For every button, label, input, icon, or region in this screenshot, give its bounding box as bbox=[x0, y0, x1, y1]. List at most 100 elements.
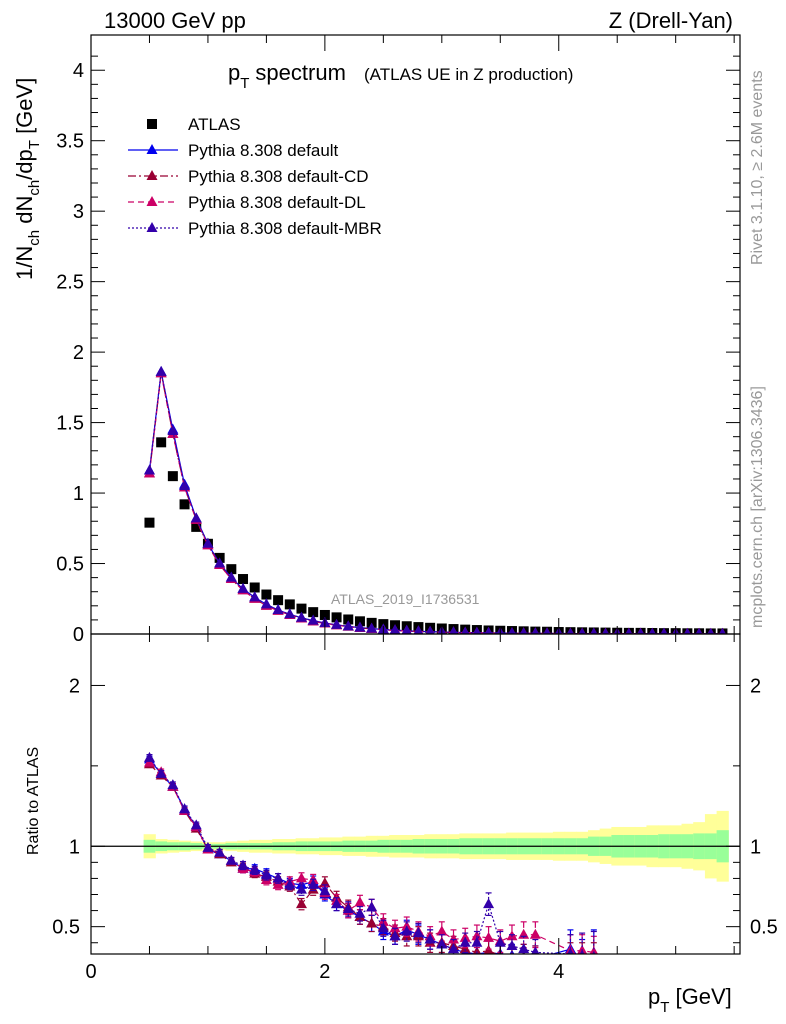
data-point bbox=[226, 564, 237, 575]
mc-point bbox=[660, 627, 668, 634]
ratio-point bbox=[579, 949, 585, 954]
ratio-point bbox=[448, 933, 460, 944]
ratio-point bbox=[202, 841, 214, 852]
y-axis-label: 1/Nch dNch/dpT [GeV] bbox=[12, 78, 43, 280]
mc-point bbox=[519, 627, 528, 634]
data-point bbox=[273, 595, 284, 606]
mc-point bbox=[190, 512, 202, 523]
mc-point bbox=[566, 627, 574, 634]
ratio-point bbox=[424, 933, 436, 944]
mc-point bbox=[179, 480, 191, 491]
y-tick-label: 1 bbox=[73, 483, 84, 505]
mc-point bbox=[425, 625, 435, 634]
mc-point bbox=[543, 627, 551, 634]
mc-point bbox=[354, 621, 366, 632]
mc-point bbox=[167, 425, 179, 436]
mc-point bbox=[719, 627, 726, 634]
ratio-point bbox=[237, 859, 249, 870]
ratio-y-tick-label: 2 bbox=[69, 675, 80, 697]
ratio-point bbox=[436, 938, 448, 949]
x-tick-label: 0 bbox=[85, 961, 96, 983]
ratio-point bbox=[471, 936, 483, 947]
ratio-point bbox=[366, 901, 378, 912]
ratio-point bbox=[295, 872, 307, 883]
mc-point bbox=[295, 611, 307, 622]
data-point bbox=[296, 603, 307, 614]
mc-point bbox=[602, 627, 609, 634]
ratio-point bbox=[272, 878, 284, 889]
mc-point bbox=[707, 627, 715, 634]
y-tick-label: 0.5 bbox=[56, 554, 84, 576]
analysis-tag: ATLAS_2019_I1736531 bbox=[331, 591, 480, 607]
chart-subtitle: (ATLAS UE in Z production) bbox=[364, 65, 573, 84]
ratio-y-tick-label-right: 2 bbox=[750, 675, 761, 697]
ratio-point bbox=[412, 927, 424, 938]
mc-point bbox=[590, 627, 598, 634]
ratio-point bbox=[307, 878, 319, 889]
data-point bbox=[319, 609, 330, 620]
ratio-y-tick-label: 0.5 bbox=[52, 917, 80, 939]
ratio-point bbox=[494, 936, 506, 947]
mc-point bbox=[225, 571, 237, 582]
data-point bbox=[284, 599, 295, 610]
mc-point bbox=[637, 627, 645, 634]
mc-point bbox=[249, 591, 261, 602]
mc-point bbox=[214, 557, 226, 568]
mc-point bbox=[413, 625, 424, 634]
legend-marker bbox=[146, 222, 158, 232]
ratio-point bbox=[366, 917, 378, 928]
mc-point bbox=[648, 627, 656, 634]
ratio-point bbox=[389, 922, 401, 933]
mc-point bbox=[260, 598, 272, 609]
legend-label: Pythia 8.308 default bbox=[188, 141, 339, 160]
data-point bbox=[167, 471, 178, 482]
legend-item: Pythia 8.308 default bbox=[128, 141, 339, 160]
y-tick-label: 3.5 bbox=[56, 131, 84, 153]
x-tick-label: 2 bbox=[319, 961, 330, 983]
legend-label: Pythia 8.308 default-MBR bbox=[188, 219, 382, 238]
data-point bbox=[308, 607, 319, 618]
mc-point bbox=[389, 624, 401, 634]
legend-marker bbox=[146, 196, 158, 206]
mc-point bbox=[284, 608, 296, 619]
ratio-point bbox=[518, 943, 530, 954]
mc-point bbox=[578, 627, 586, 634]
data-point bbox=[343, 614, 354, 625]
ratio-y-tick-label-right: 1 bbox=[750, 836, 761, 858]
legend-item: Pythia 8.308 default-MBR bbox=[128, 219, 382, 238]
legend-marker bbox=[147, 119, 157, 129]
mc-point bbox=[272, 604, 284, 615]
ratio-point bbox=[471, 930, 483, 941]
ratio-point bbox=[143, 751, 155, 762]
ratio-point bbox=[272, 872, 284, 883]
mc-point bbox=[484, 626, 493, 634]
y-tick-label: 0 bbox=[73, 624, 84, 646]
mc-point bbox=[531, 627, 540, 634]
data-point bbox=[331, 612, 342, 623]
ratio-point bbox=[472, 946, 482, 954]
ratio-series-2 bbox=[143, 756, 599, 954]
mc-point bbox=[508, 627, 516, 634]
data-point bbox=[238, 574, 249, 585]
ratio-series-0 bbox=[143, 753, 598, 954]
data-point bbox=[249, 582, 260, 593]
y-tick-label: 4 bbox=[73, 60, 84, 82]
legend-label: ATLAS bbox=[188, 115, 241, 134]
legend-item: Pythia 8.308 default-DL bbox=[128, 193, 366, 212]
ratio-point bbox=[354, 896, 366, 907]
y-tick-label: 3 bbox=[73, 201, 84, 223]
mc-point bbox=[695, 627, 703, 634]
header-left: 13000 GeV pp bbox=[104, 8, 246, 33]
mc-point bbox=[449, 626, 458, 634]
ratio-point bbox=[214, 846, 226, 857]
legend-item: Pythia 8.308 default-CD bbox=[128, 167, 369, 186]
mc-point bbox=[143, 464, 155, 475]
mc-point bbox=[401, 624, 412, 634]
legend-label: Pythia 8.308 default-DL bbox=[188, 193, 366, 212]
legend-item: ATLAS bbox=[147, 115, 241, 134]
ratio-point bbox=[319, 885, 331, 896]
ratio-point bbox=[342, 902, 354, 913]
ratio-point bbox=[459, 936, 471, 947]
ratio-point bbox=[225, 854, 237, 865]
